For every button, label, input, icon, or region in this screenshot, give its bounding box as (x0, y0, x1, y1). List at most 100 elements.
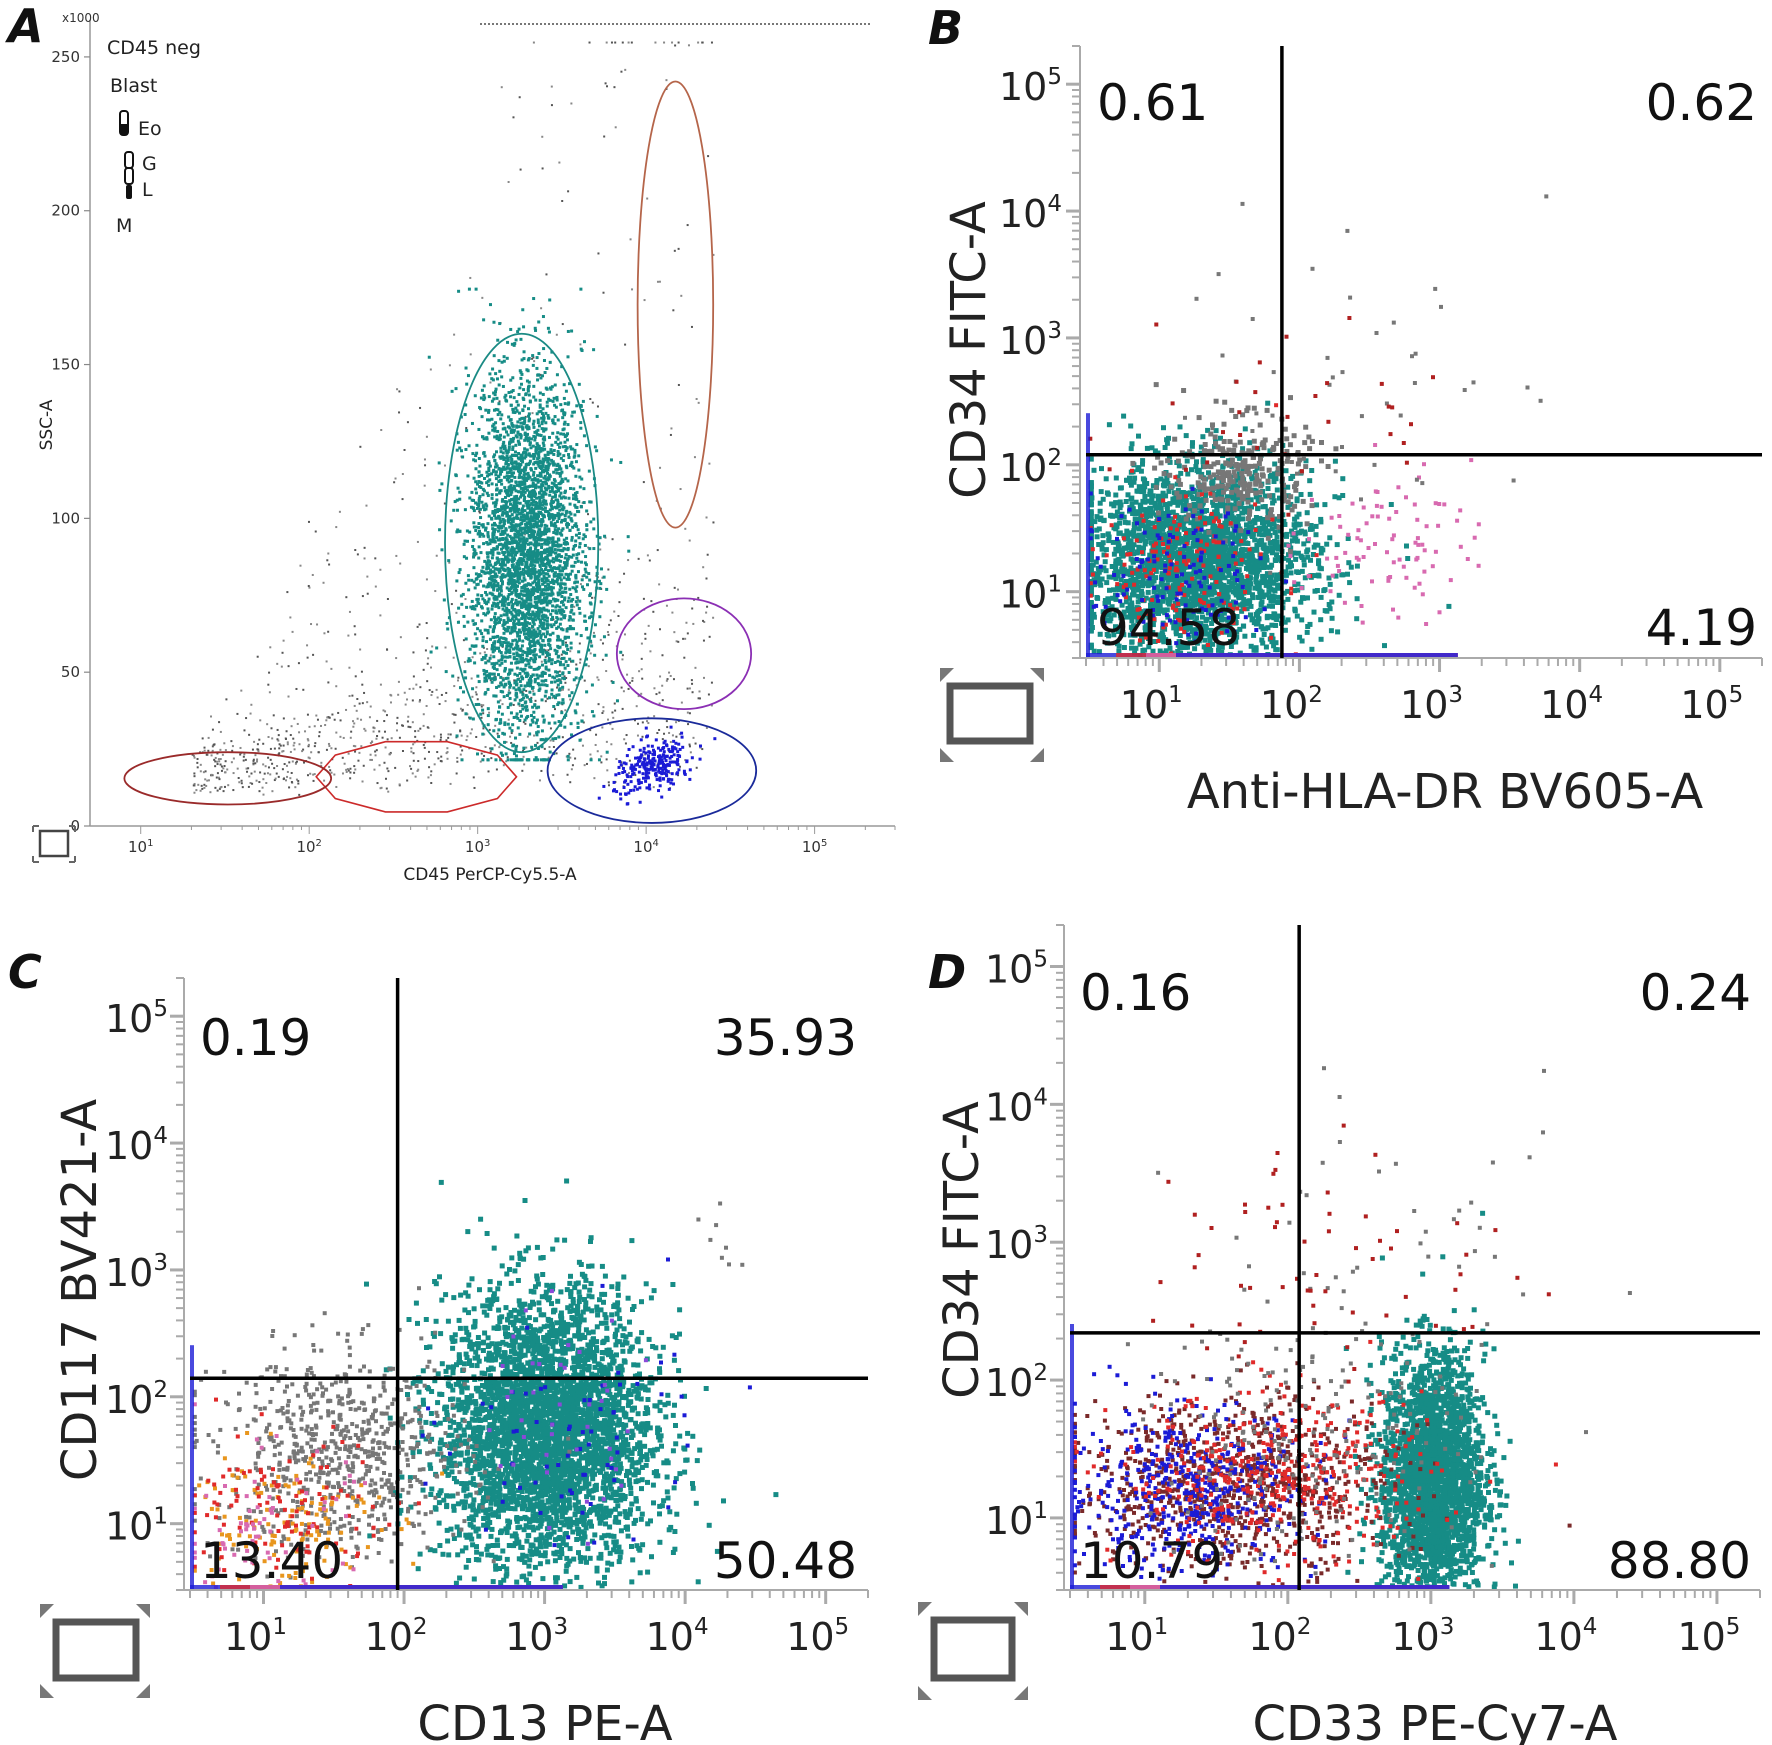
panel-a-event (550, 506, 554, 510)
panel-a-event (528, 690, 532, 694)
panel-a-event (562, 547, 566, 551)
panel-a-event (494, 500, 498, 504)
panel-a-event (486, 707, 490, 711)
panel-a-event (529, 723, 533, 727)
panel-a-event (503, 489, 507, 493)
panel-a-event (528, 441, 532, 445)
panel-a-event (538, 674, 542, 678)
panel-a-event (589, 639, 593, 643)
panel-a-event (535, 733, 539, 737)
panel-a-event (523, 447, 527, 451)
panel-a-event (515, 588, 519, 592)
panel-a-event (502, 567, 506, 571)
panel-a-event (641, 772, 645, 776)
panel-a-event (353, 771, 356, 774)
panel-a-event (522, 547, 526, 551)
panel-a-event (470, 644, 474, 648)
panel-a-event (545, 601, 549, 605)
panel-a-event (500, 643, 504, 647)
panel-a-event (499, 587, 503, 591)
panel-a-event (453, 721, 456, 724)
panel-a-event (502, 440, 506, 444)
panel-a-event (626, 775, 630, 779)
panel-a-event (522, 537, 526, 541)
panel-a-event (546, 460, 550, 464)
panel-a-event (489, 654, 492, 657)
panel-a-event (365, 504, 368, 507)
panel-a-event (488, 625, 492, 629)
panel-a-event (505, 620, 509, 624)
panel-a-event (512, 657, 516, 661)
panel-a-event (318, 731, 321, 734)
panel-a-event (214, 765, 217, 768)
panel-a-event (395, 554, 398, 557)
panel-a-event (499, 542, 503, 546)
panel-a-event (417, 729, 420, 732)
panel-a-event (539, 409, 543, 413)
panel-a-event (412, 752, 415, 755)
panel-a-event (536, 639, 540, 643)
panel-a-event (653, 767, 657, 771)
panel-a-event (313, 725, 316, 728)
panel-a-event (527, 594, 531, 598)
panel-a-event (536, 725, 540, 729)
panel-a-event (563, 582, 567, 586)
panel-a-event (638, 786, 642, 790)
panel-a-event (559, 480, 563, 484)
panel-a-event (544, 572, 548, 576)
panel-a-event (521, 396, 525, 400)
panel-a-event (551, 538, 555, 542)
panel-a-event (545, 555, 549, 559)
panel-a-event (551, 518, 555, 522)
panel-a-event (564, 477, 568, 481)
panel-a-event (536, 530, 540, 534)
panel-a-event (562, 663, 566, 667)
panel-a-event (516, 570, 520, 574)
panel-a-event (520, 589, 524, 593)
panel-a-event (570, 768, 573, 771)
panel-a-event (386, 648, 389, 651)
panel-a-event (686, 711, 689, 714)
panel-a-event (659, 675, 662, 678)
panel-a-event (566, 542, 570, 546)
panel-a-event (583, 764, 586, 767)
panel-a-event (497, 638, 501, 642)
panel-a-event (631, 679, 634, 682)
panel-a-event (529, 557, 533, 561)
panel-a-event (670, 772, 674, 776)
panel-a-event (508, 470, 512, 474)
panel-a-event (490, 482, 494, 486)
panel-a-event (351, 694, 354, 697)
panel-a-event (521, 550, 525, 554)
panel-a-event (215, 776, 218, 779)
panel-a-event (501, 427, 505, 431)
panel-a-event (471, 619, 475, 623)
panel-a-event (496, 524, 500, 528)
panel-a-event (386, 767, 389, 770)
panel-a-event (490, 680, 494, 684)
panel-a-event (522, 421, 526, 425)
panel-a-event (547, 609, 551, 613)
panel-a-event (519, 522, 523, 526)
panel-a-event (534, 630, 538, 634)
panel-a-event (212, 743, 215, 746)
panel-a-event (536, 532, 540, 536)
panel-a-event (526, 549, 530, 553)
panel-a-event (481, 639, 485, 643)
panel-a-event (495, 493, 499, 497)
panel-a-event (497, 594, 501, 598)
panel-a-event (642, 750, 646, 754)
panel-a-event (557, 558, 561, 562)
panel-a-event (601, 726, 604, 729)
panel-a-event (532, 525, 536, 529)
panel-a-event (500, 413, 504, 417)
panel-a-event (486, 607, 490, 611)
panel-a-event (540, 590, 544, 594)
panel-a-event (385, 787, 388, 790)
panel-a-event (574, 573, 578, 577)
panel-a-event (544, 689, 548, 693)
panel-a-event (552, 560, 556, 564)
panel-a-event (508, 507, 512, 511)
panel-a-event (534, 589, 538, 593)
panel-a-event (516, 677, 520, 681)
